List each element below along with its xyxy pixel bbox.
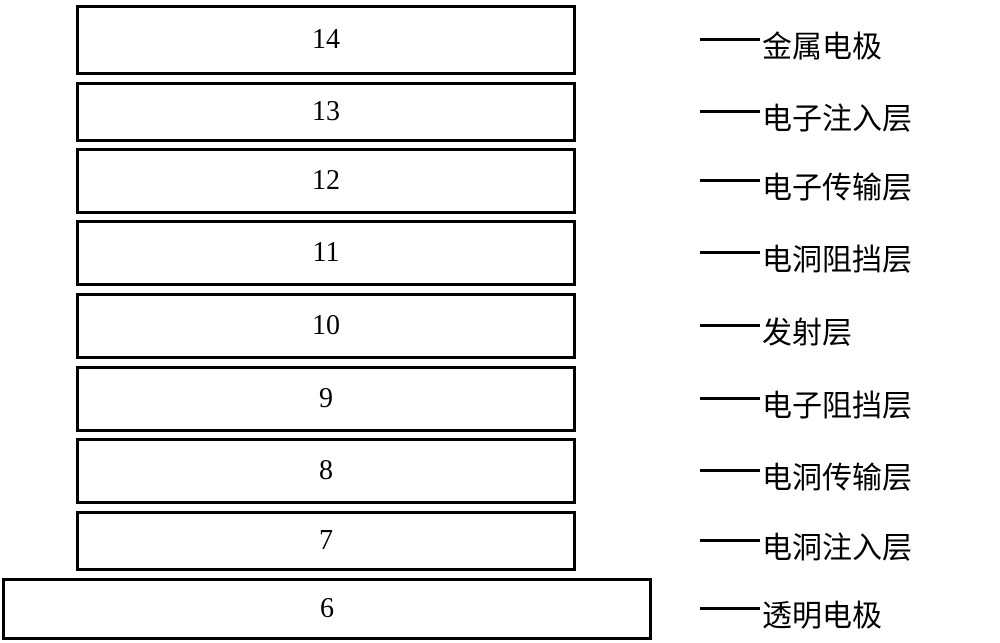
label-13: 电子注入层 [762, 94, 912, 138]
label-7: 电洞注入层 [762, 523, 912, 567]
layer-number: 6 [320, 593, 334, 625]
tick-11 [700, 251, 760, 254]
label-8: 电洞传输层 [762, 453, 912, 497]
layer-number: 11 [313, 237, 340, 269]
tick-12 [700, 179, 760, 182]
layer-stack-diagram: 14 金属电极 13 电子注入层 12 电子传输层 11 电洞阻挡层 10 发射… [0, 0, 1000, 643]
label-12: 电子传输层 [762, 163, 912, 207]
tick-7 [700, 539, 760, 542]
layer-number: 13 [312, 96, 340, 128]
layer-number: 14 [312, 24, 340, 56]
label-11: 电洞阻挡层 [762, 235, 912, 279]
layer-number: 12 [312, 165, 340, 197]
label-14: 金属电极 [762, 22, 882, 66]
tick-13 [700, 110, 760, 113]
layer-12: 12 [76, 148, 576, 214]
layer-10: 10 [76, 293, 576, 359]
layer-7: 7 [76, 511, 576, 571]
layer-number: 8 [319, 455, 333, 487]
label-9: 电子阻挡层 [762, 381, 912, 425]
tick-14 [700, 38, 760, 41]
layer-9: 9 [76, 366, 576, 432]
tick-8 [700, 469, 760, 472]
label-6: 透明电极 [762, 591, 882, 635]
tick-10 [700, 324, 760, 327]
layer-8: 8 [76, 438, 576, 504]
tick-6 [700, 607, 760, 610]
tick-9 [700, 397, 760, 400]
layer-6: 6 [2, 578, 652, 640]
layer-number: 10 [312, 310, 340, 342]
layer-number: 7 [319, 525, 333, 557]
layer-number: 9 [319, 383, 333, 415]
layer-11: 11 [76, 220, 576, 286]
layer-14: 14 [76, 5, 576, 75]
layer-13: 13 [76, 82, 576, 142]
label-10: 发射层 [762, 308, 852, 352]
